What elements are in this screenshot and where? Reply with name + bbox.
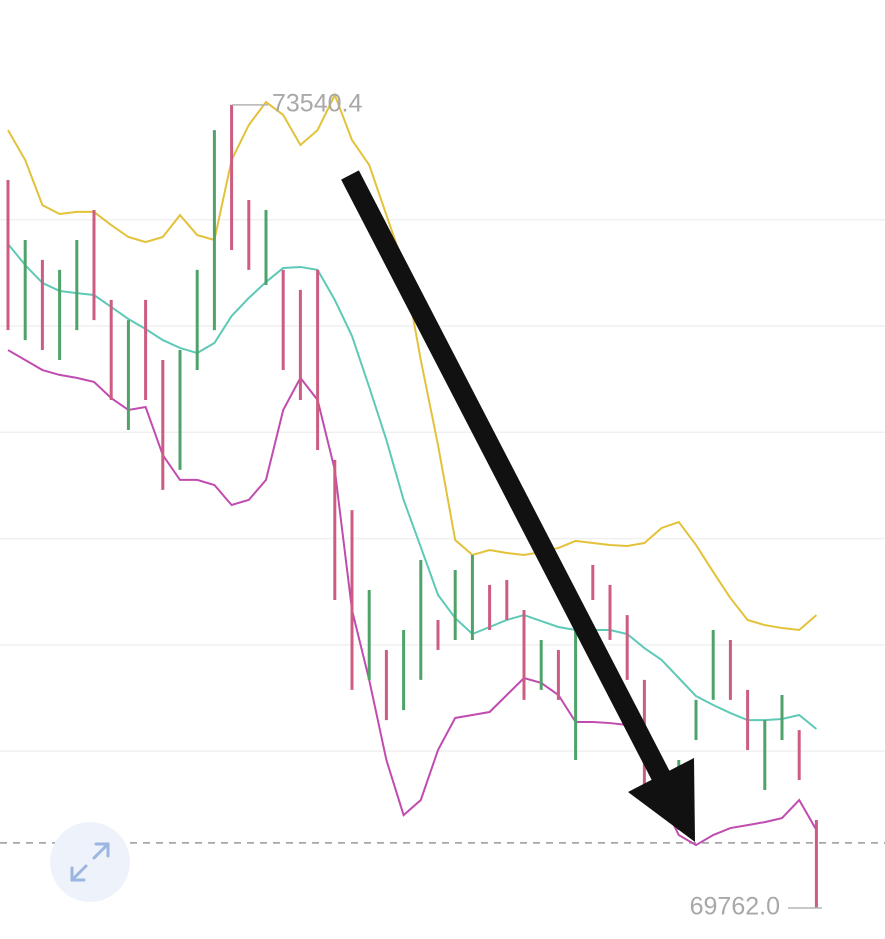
expand-icon[interactable] xyxy=(70,842,110,882)
bars xyxy=(6,104,818,908)
band-line xyxy=(7,243,818,730)
expand-button[interactable] xyxy=(50,822,130,902)
expand-button-bg[interactable] xyxy=(50,822,130,902)
arrow-head xyxy=(628,758,695,842)
arrow-shaft xyxy=(341,170,673,787)
annotation-label: 69762.0 xyxy=(690,893,780,921)
grid xyxy=(0,219,885,844)
annotations: 73540.4 69762.0 xyxy=(232,90,822,921)
trend-arrow xyxy=(341,170,695,842)
annotation-label: 73540.4 xyxy=(272,90,362,118)
band-line xyxy=(7,349,818,847)
